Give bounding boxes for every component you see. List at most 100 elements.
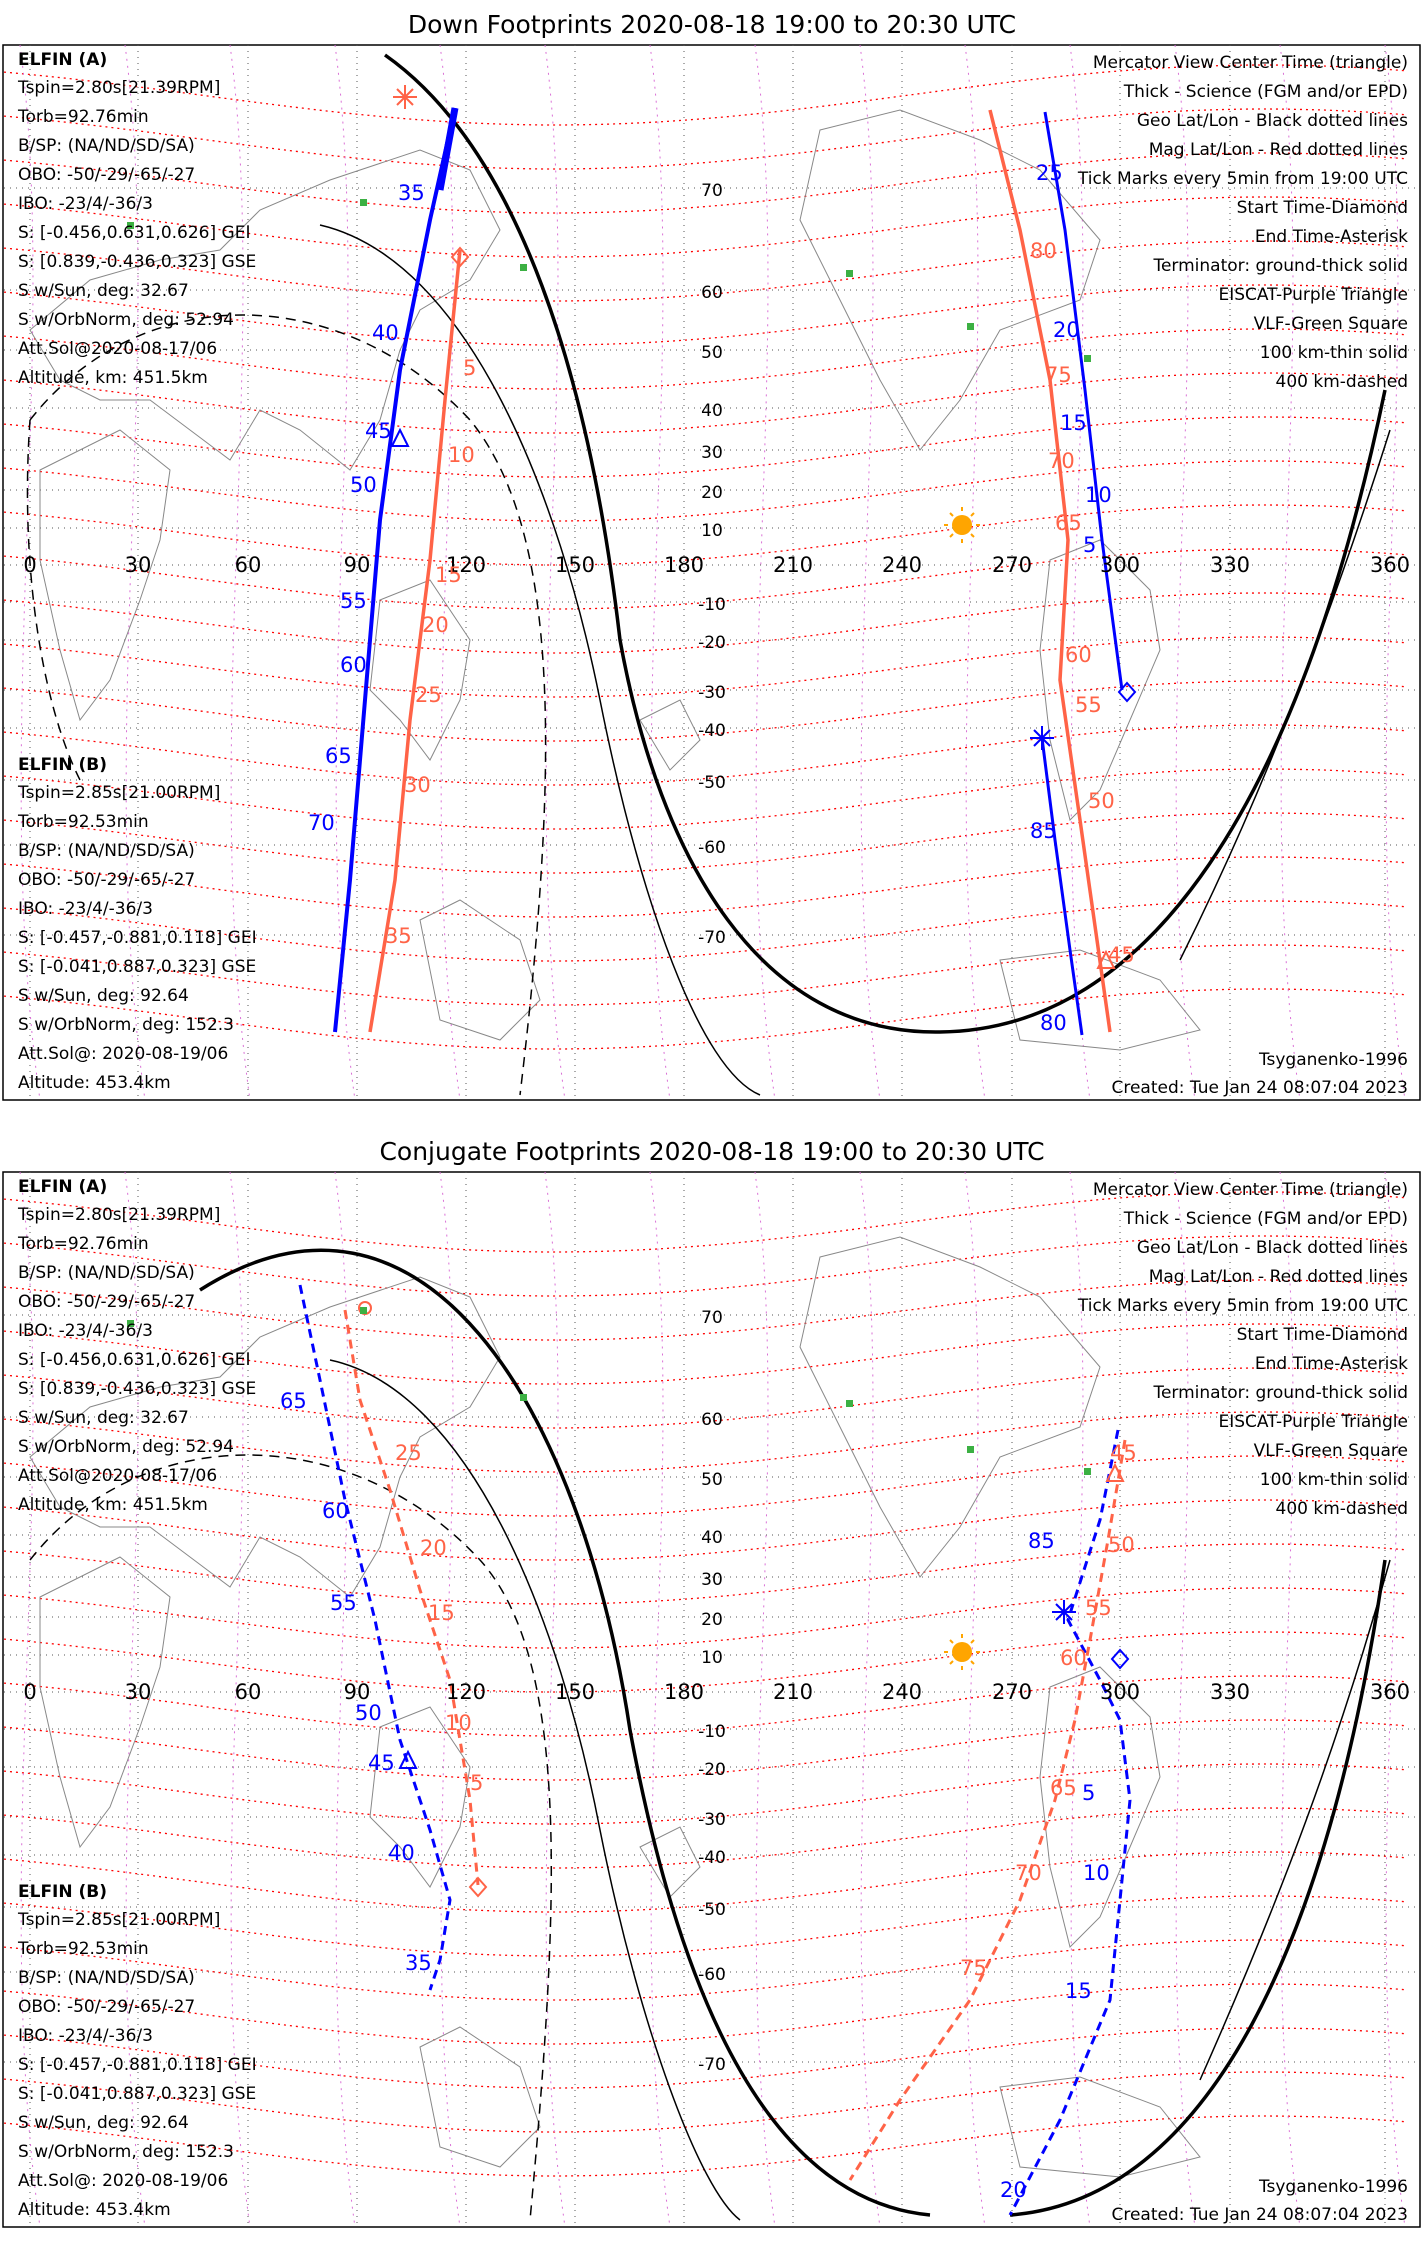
probe-b-time-label: 30 [404, 773, 431, 797]
probe-a-name: ELFIN (A) [18, 1177, 107, 1197]
lon-tick-label: 90 [344, 553, 371, 577]
probe-a-info-line: S: [0.839,-0.436,0.323] GSE [18, 1379, 256, 1399]
mag-parallel [3, 1675, 1405, 1737]
probe-b-start-diamond [450, 246, 470, 268]
legend-entry: Mercator View Center Time (triangle) [1093, 53, 1408, 73]
probe-b-center-triangle [1105, 1462, 1125, 1482]
mag-parallel [3, 108, 1405, 170]
mag-parallel [3, 768, 1405, 830]
probe-a-info-line: OBO: -50/-29/-65/-27 [18, 165, 195, 185]
probe-b-info-line: B/SP: (NA/ND/SD/SA) [18, 841, 195, 861]
legend-entry: Mag Lat/Lon - Red dotted lines [1149, 140, 1408, 160]
probe-b-info-line: S w/Sun, deg: 92.64 [18, 2113, 189, 2133]
lon-tick-label: 120 [446, 553, 486, 577]
terminator-100km-east [1199, 1559, 1391, 2081]
probe-b-time-label: 25 [395, 1441, 422, 1465]
mag-meridian [19, 44, 41, 1101]
probe-b-time-label: 35 [385, 924, 412, 948]
mag-parallel [3, 1587, 1405, 1649]
legend-entry: Terminator: ground-thick solid [1152, 1383, 1408, 1403]
probe-a-time-label: 25 [1036, 161, 1063, 185]
probe-a-time-label: 65 [325, 744, 352, 768]
mag-meridian [964, 1171, 986, 2228]
legend-entry: Mercator View Center Time (triangle) [1093, 1180, 1408, 1200]
coastline [419, 899, 541, 1041]
mag-meridian [859, 44, 881, 1101]
probe-b-time-label: 10 [445, 1711, 472, 1735]
probe-a-info-line: IBO: -23/4/-36/3 [18, 1321, 153, 1341]
probe-a-info-line: IBO: -23/4/-36/3 [18, 194, 153, 214]
mag-parallel [3, 1411, 1405, 1473]
legend-entry: Tick Marks every 5min from 19:00 UTC [1077, 1296, 1408, 1316]
terminator-400km-west [26, 419, 81, 781]
mag-parallel [3, 812, 1405, 874]
mag-meridian [439, 44, 461, 1101]
probe-a-info-line: B/SP: (NA/ND/SD/SA) [18, 1263, 195, 1283]
probe-a-info-line: B/SP: (NA/ND/SD/SA) [18, 136, 195, 156]
lat-tick-label: -30 [698, 1810, 726, 1830]
probe-a-time-label: 85 [1028, 1529, 1055, 1553]
mag-meridian [1384, 1171, 1406, 2228]
sun-icon [944, 1634, 980, 1670]
mag-parallel [3, 460, 1405, 522]
probe-a-name: ELFIN (A) [18, 50, 107, 70]
mag-parallel [3, 1279, 1405, 1341]
probe-b-track [368, 249, 462, 1033]
probe-a-time-label: 10 [1083, 1861, 1110, 1885]
legend-entry: 400 km-dashed [1276, 1499, 1408, 1519]
mag-parallel [3, 944, 1405, 1006]
probe-b-info-line: Tspin=2.85s[21.00RPM] [17, 783, 220, 803]
mag-meridian [649, 1171, 671, 2228]
mag-parallel [3, 592, 1405, 654]
probe-b-track-east [848, 1439, 1127, 2181]
probe-a-time-label: 40 [388, 1841, 415, 1865]
probe-b-time-label: 15 [435, 563, 462, 587]
mag-parallel [3, 196, 1405, 258]
coastline [419, 2026, 541, 2168]
probe-b-info-line: Att.Sol@: 2020-08-19/06 [18, 1044, 228, 1064]
coastline [39, 429, 171, 722]
mag-meridian [1069, 44, 1091, 1101]
mag-parallel [3, 152, 1405, 214]
mag-parallel [3, 724, 1405, 786]
lat-tick-label: -20 [698, 633, 726, 653]
coastlines [29, 1236, 1201, 2178]
probe-a-info-line: Tspin=2.80s[21.39RPM] [17, 78, 220, 98]
lat-tick-label: -30 [698, 683, 726, 703]
probe-b-center-triangle [1096, 949, 1116, 969]
lon-tick-label: 0 [23, 1680, 36, 1704]
lon-tick-label: 330 [1210, 1680, 1250, 1704]
lat-tick-label: 70 [701, 181, 723, 201]
mag-parallel [3, 504, 1405, 566]
lon-tick-label: 360 [1370, 1680, 1410, 1704]
probe-a-track [333, 107, 457, 1033]
mag-meridian [334, 1171, 356, 2228]
map-frame [2, 44, 1421, 1101]
lon-tick-label: 30 [125, 553, 152, 577]
probe-b-time-label: 10 [448, 443, 475, 467]
lon-tick-label: 300 [1100, 553, 1140, 577]
lon-tick-label: 30 [125, 1680, 152, 1704]
probe-b-info-line: Altitude: 453.4km [18, 1073, 171, 1093]
legend-entry: Mag Lat/Lon - Red dotted lines [1149, 1267, 1408, 1287]
probe-a-time-label: 40 [372, 321, 399, 345]
mag-parallel [3, 328, 1405, 390]
lon-tick-label: 150 [555, 1680, 595, 1704]
legend-entry: VLF-Green Square [1254, 1441, 1408, 1461]
conjugate-footprints-panel: Conjugate Footprints 2020-08-18 19:00 to… [2, 1137, 1421, 2228]
probe-b-time-label: 15 [428, 1601, 455, 1625]
mag-parallel [3, 988, 1405, 1050]
coastline [999, 949, 1201, 1051]
probe-a-end-asterisk [1030, 726, 1054, 750]
probe-b-info-line: Altitude: 453.4km [18, 2200, 171, 2220]
lon-tick-label: 90 [344, 1680, 371, 1704]
longitude-tick-labels: 0 30 60 90 120 150 180 210 240 270 300 330 360 [23, 553, 1410, 577]
lat-tick-label: -70 [698, 928, 726, 948]
probe-a-info-line: Tspin=2.80s[21.39RPM] [17, 1205, 220, 1225]
legend-entry: Thick - Science (FGM and/or EPD) [1123, 82, 1408, 102]
terminator-400km [29, 1454, 553, 2221]
legend: Mercator View Center Time (triangle) Thic… [1077, 53, 1408, 392]
probe-a-time-label: 60 [322, 1499, 349, 1523]
vlf-stations [127, 199, 1091, 362]
probe-info: ELFIN (A) Tspin=2.80s[21.39RPM] Torb=92.76… [17, 50, 257, 1093]
